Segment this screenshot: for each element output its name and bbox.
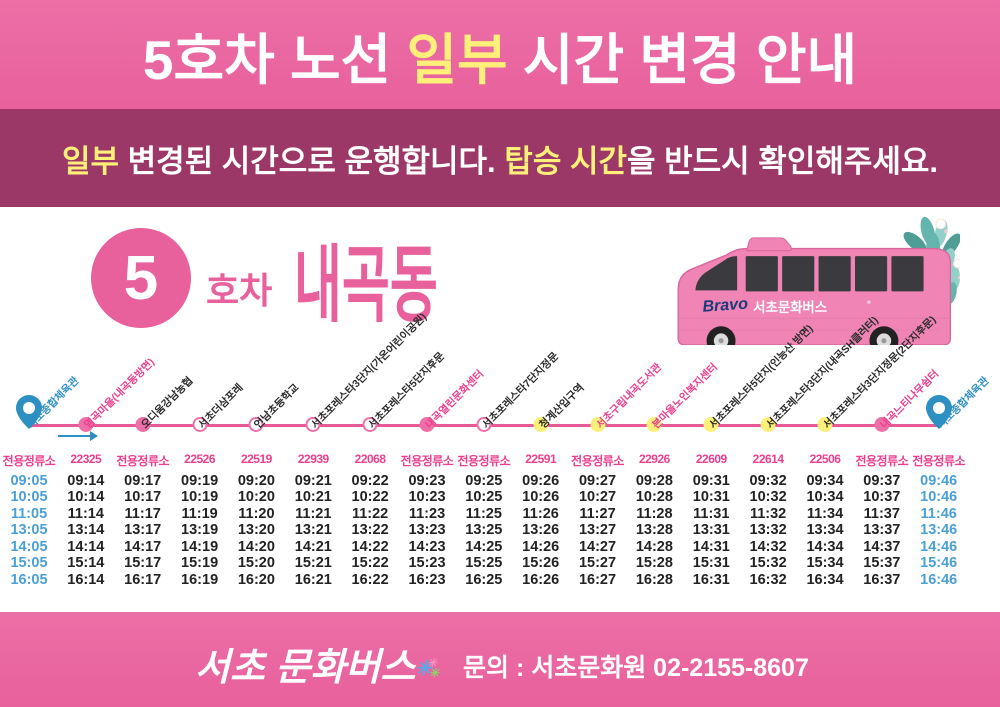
svg-text:✳: ✳ [429, 666, 440, 680]
svg-text:서초문화버스: 서초문화버스 [753, 299, 827, 315]
svg-text:Bravo: Bravo [702, 295, 749, 316]
